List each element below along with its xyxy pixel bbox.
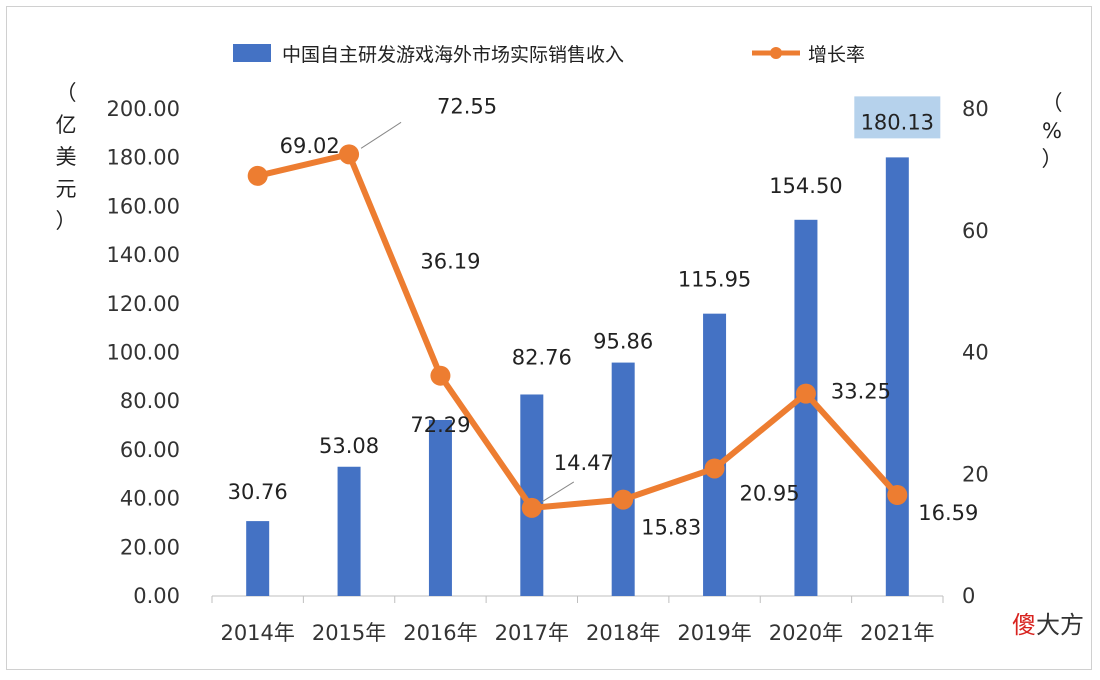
left-tick-label: 40.00 (120, 487, 180, 511)
line-data-label: 33.25 (831, 380, 891, 404)
left-tick-label: 180.00 (107, 146, 180, 170)
chart-frame (6, 6, 1092, 670)
x-tick-label: 2016年 (403, 621, 477, 645)
x-tick-label: 2019年 (677, 621, 751, 645)
legend: 中国自主研发游戏海外市场实际销售收入 增长率 (233, 44, 865, 66)
left-tick-label: 140.00 (107, 243, 180, 267)
x-tick-label: 2017年 (495, 621, 569, 645)
line-data-label: 69.02 (280, 134, 340, 158)
left-tick-label: 80.00 (120, 389, 180, 413)
right-tick-label: 40 (962, 341, 989, 365)
line-point (247, 165, 268, 186)
bar (337, 466, 361, 596)
line-data-label: 15.83 (641, 516, 701, 540)
bar-data-label: 53.08 (319, 434, 379, 458)
watermark-rest: 大方 (1036, 611, 1084, 639)
left-unit-char: ） (56, 209, 77, 233)
left-unit-char: 亿 (56, 113, 77, 137)
left-tick-label: 20.00 (120, 535, 180, 559)
bar (611, 362, 635, 596)
right-unit-char: ） (1042, 147, 1063, 171)
left-tick-label: 160.00 (107, 194, 180, 218)
line-data-labels: 69.02 72.55 36.19 14.47 15.83 20.95 33.25 16.59 (280, 94, 979, 539)
left-tick-label: 100.00 (107, 341, 180, 365)
left-unit-char: 元 (56, 177, 77, 201)
bar (520, 394, 544, 596)
leader-line (360, 121, 402, 149)
line-data-label: 72.55 (437, 94, 497, 118)
left-tick-label: 60.00 (120, 438, 180, 462)
bar-series (246, 157, 909, 597)
line-series (247, 144, 908, 518)
line-path (257, 151, 900, 511)
bar-data-label: 154.50 (769, 174, 842, 198)
line-point (339, 144, 360, 165)
bar-data-label: 115.95 (678, 268, 751, 292)
watermark-first-char: 傻 (1012, 611, 1036, 639)
bar-data-label: 180.13 (861, 110, 934, 134)
legend-bar-label: 中国自主研发游戏海外市场实际销售收入 (282, 44, 624, 66)
line-point (521, 497, 542, 518)
right-axis-ticks: 0 20 40 60 80 (962, 97, 989, 608)
bar-data-label: 30.76 (228, 480, 288, 504)
x-tick-label: 2020年 (769, 621, 843, 645)
line-point (887, 485, 908, 506)
left-tick-label: 200.00 (107, 97, 180, 121)
line-point (430, 365, 451, 386)
bar-data-labels: 30.76 53.08 72.29 82.76 95.86 115.95 154.50 180… (228, 96, 941, 504)
bar (794, 219, 818, 597)
bar-data-label: 95.86 (593, 330, 653, 354)
left-axis-unit: （ 亿美元 ） (56, 81, 77, 233)
bar-data-label: 82.76 (512, 345, 572, 369)
bar-data-label: 72.29 (410, 413, 470, 437)
bar (428, 419, 452, 596)
leader-line (541, 481, 575, 503)
right-tick-label: 80 (962, 97, 989, 121)
left-tick-label: 0.00 (133, 584, 180, 608)
highlight-box (854, 96, 941, 139)
legend-line-label: 增长率 (808, 44, 865, 66)
line-data-label: 36.19 (420, 250, 480, 274)
right-tick-label: 60 (962, 219, 989, 243)
line-data-label: 14.47 (554, 451, 614, 475)
right-unit-char: （ (1042, 91, 1063, 115)
line-data-label: 16.59 (918, 501, 978, 525)
right-tick-label: 0 (962, 584, 975, 608)
legend-line-marker (770, 47, 782, 59)
bar (885, 157, 909, 596)
x-tick-label: 2015年 (312, 621, 386, 645)
left-axis-ticks: 0.00 20.00 40.00 60.00 80.00 100.00 120.00 140.… (107, 97, 180, 608)
line-data-label: 20.95 (740, 481, 800, 505)
legend-bar-swatch (233, 44, 271, 62)
x-tick-label: 2014年 (220, 621, 294, 645)
watermark: 傻大方 (1012, 605, 1084, 640)
left-unit-char: 美 (56, 145, 77, 169)
left-unit-char: （ (56, 81, 77, 105)
right-tick-label: 20 (962, 462, 989, 486)
right-axis-unit: （% ） (1042, 91, 1063, 171)
bar (246, 521, 270, 596)
x-axis-ticks: 2014年 2015年 2016年 2017年 2018年 2019年 2020年 2021年 (211, 596, 944, 645)
line-point (704, 458, 725, 479)
x-tick-label: 2018年 (586, 621, 660, 645)
bar (703, 313, 727, 596)
right-unit-char: % (1042, 119, 1062, 143)
line-point (613, 489, 634, 510)
left-tick-label: 120.00 (107, 292, 180, 316)
x-tick-label: 2021年 (860, 621, 934, 645)
line-point (795, 383, 816, 404)
